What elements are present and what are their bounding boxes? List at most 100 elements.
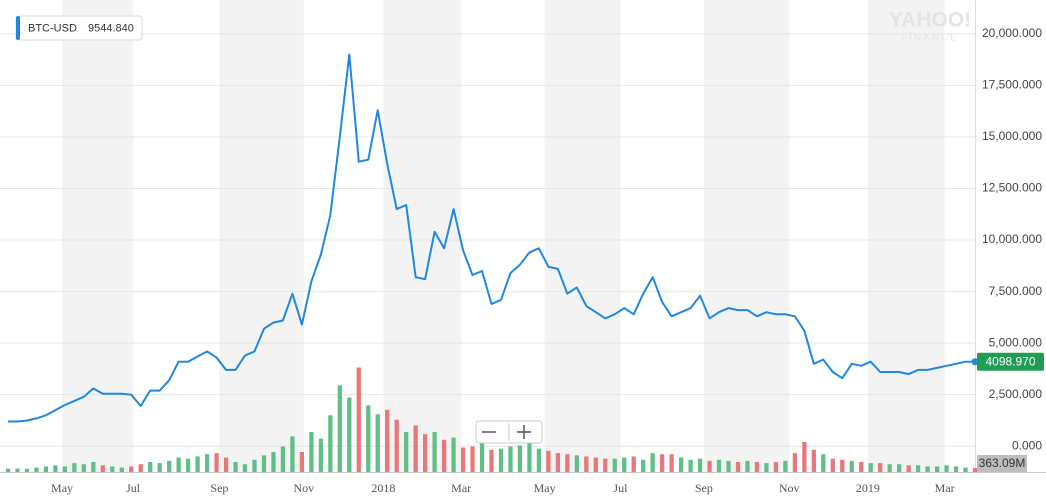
volume-bar [72,463,77,472]
y-tick-label: 15,000.000 [982,129,1042,143]
volume-bar [584,456,589,472]
volume-bar [91,462,96,472]
volume [5,367,978,472]
volume-bar [157,463,162,472]
volume-bar [252,459,257,472]
volume-bar [868,463,873,472]
month-band [703,0,790,472]
volume-bar [138,464,143,472]
zoom-controls[interactable] [475,420,543,444]
month-band [867,0,945,472]
x-tick-label: Mar [935,481,955,495]
volume-bar [915,465,921,472]
volume-bar [185,458,191,472]
volume-bar [650,453,655,472]
volume-bar [460,447,466,472]
volume-bar [678,457,684,472]
volume-bar [318,438,323,472]
volume-bar [840,459,845,472]
x-tick-label: Sep [695,481,713,495]
legend-value: 9544.840 [88,22,134,34]
y-tick-label: 5,000.000 [989,335,1043,349]
x-tick-label: Jul [126,481,141,495]
volume-bar [24,468,30,472]
volume-bar [81,464,86,472]
volume-bar [934,466,940,472]
x-tick-label: Jul [613,481,628,495]
volume-bar [176,457,181,472]
volume-label: 363.09M [979,456,1026,470]
month-bands [62,0,1046,472]
y-tick-label: 7,500.000 [989,284,1043,298]
month-band [383,0,462,472]
volume-bar [290,436,295,472]
volume-bar [688,459,693,472]
volume-bar [204,454,210,472]
watermark: YAHOO! [889,9,971,32]
volume-bar [745,460,750,472]
volume-bar [441,439,447,472]
volume-bar [385,409,390,472]
price-line [8,53,975,423]
volume-bar [394,419,399,472]
volume-bar [432,432,437,472]
volume-bar [536,448,542,472]
volume-bar [574,455,579,472]
x-tick-label: Nov [779,481,800,495]
y-tick-label: 17,500.000 [982,78,1042,92]
volume-bar [233,462,238,472]
volume-bar [498,448,504,472]
volume-bar [489,449,494,472]
volume-bar [726,460,731,472]
volume-bar [214,453,219,472]
volume-bar [62,466,68,472]
volume-bar [148,462,153,472]
volume-bar [347,397,352,472]
y-tick-label: 2,500.000 [989,387,1043,401]
volume-bar [603,458,608,472]
volume-bar [195,456,200,472]
volume-bar [565,454,570,472]
plot: 4098.970 363.09M [8,53,1044,472]
volume-bar [34,467,39,472]
volume-bar [413,425,418,472]
volume-bar [100,465,105,472]
month-band [219,0,304,472]
volume-bar [773,462,779,472]
volume-bar [555,453,560,472]
volume-bar [271,452,276,472]
volume-bar [859,462,864,472]
x-tick-label: Sep [210,481,228,495]
volume-bar [223,457,229,472]
volume-bar [906,465,911,472]
volume-bar [15,468,20,472]
volume-bar [944,465,949,472]
volume-bar [631,456,636,472]
volume-tag [977,455,1027,472]
volume-bar [735,462,741,472]
y-tick-label: 10,000.000 [982,232,1042,246]
legend-swatch [16,16,20,40]
volume-bar [849,460,854,472]
volume-bar [887,464,892,472]
volume-bar [375,414,380,472]
price-label: 4098.970 [985,354,1035,368]
volume-bar [878,463,883,472]
volume-bar [110,466,115,472]
x-tick-label: Mar [451,481,471,495]
volume-bar [546,450,551,472]
volume-bar [660,454,665,472]
x-tick-label: Nov [293,481,314,495]
volume-bar [423,434,428,472]
volume-bar [119,467,124,472]
volume-bar [5,468,11,472]
x-tick-label: May [534,481,556,495]
y-tick-label: 0.000 [1012,438,1042,452]
watermark: FINANCE [901,33,959,44]
volume-bar [337,385,342,472]
volume-bar [612,458,617,472]
y-tick-label: 12,500.000 [982,181,1042,195]
volume-bar [479,443,485,472]
volume-bar [697,458,703,472]
volume-bar [669,454,674,472]
